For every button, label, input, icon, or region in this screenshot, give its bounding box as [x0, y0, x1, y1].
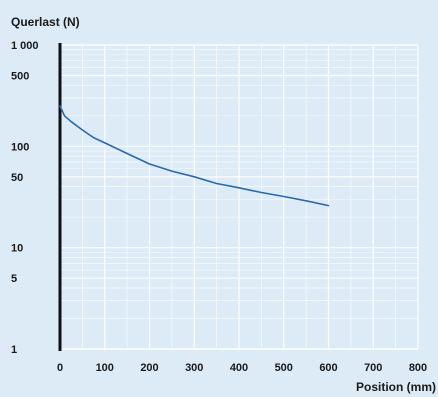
y-tick-label: 1 000 [11, 40, 39, 52]
x-tick-label: 500 [275, 362, 293, 374]
y-tick-label: 10 [11, 243, 23, 255]
x-tick-label: 400 [230, 362, 248, 374]
tick-labels: 1 5 10 50 100 500 1 000 0 100 200 300 400 500 600 700 8… [11, 40, 427, 374]
x-tick-label: 100 [96, 362, 114, 374]
x-tick-label: 600 [319, 362, 337, 374]
y-tick-label: 5 [11, 273, 17, 285]
y-tick-label: 1 [11, 344, 17, 356]
x-tick-label: 800 [409, 362, 427, 374]
y-axis-title: Querlast (N) [11, 15, 80, 29]
series-layer [59, 105, 330, 207]
y-tick-label: 50 [11, 172, 23, 184]
grid [59, 44, 419, 350]
x-tick-label: 0 [57, 362, 63, 374]
x-tick-label: 700 [364, 362, 382, 374]
x-tick-label: 300 [185, 362, 203, 374]
x-tick-label: 200 [140, 362, 158, 374]
y-tick-label: 100 [11, 141, 29, 153]
series-line [59, 105, 330, 207]
y-tick-label: 500 [11, 71, 29, 83]
x-axis-title: Position (mm) [356, 380, 436, 394]
